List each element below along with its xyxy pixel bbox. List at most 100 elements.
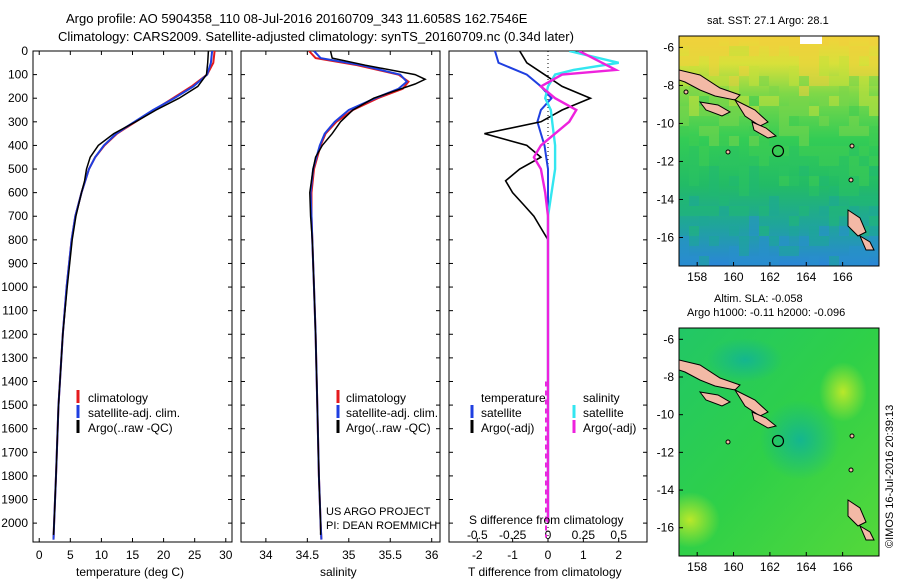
sla-map-title-line1: Altim. SLA: -0.058 [714, 293, 803, 305]
series-line-argo-raw-qc- [52, 51, 210, 535]
sst-pixel [789, 156, 799, 166]
sst-pixel [679, 206, 689, 216]
sst-pixel [759, 226, 769, 236]
sst-pixel [839, 76, 849, 86]
sst-pixel [849, 156, 859, 166]
sst-pixel [839, 86, 849, 96]
sst-pixel [869, 206, 879, 216]
depth-tick-label: 300 [8, 115, 28, 129]
sst-pixel [799, 56, 809, 66]
map-y-tick-label: -14 [657, 192, 675, 206]
sst-pixel [859, 86, 869, 96]
sst-pixel [679, 256, 689, 266]
sst-pixel [769, 196, 779, 206]
map-x-tick-label: 164 [796, 270, 816, 284]
sst-pixel [679, 106, 689, 116]
sst-pixel [819, 226, 829, 236]
sst-pixel [699, 96, 709, 106]
sst-pixel [679, 196, 689, 206]
s-tick-label: 0.25 [572, 528, 596, 542]
sst-pixel [689, 66, 699, 76]
legend-label-satellite: satellite-adj. clim. [346, 406, 438, 420]
sst-pixel [859, 256, 869, 266]
sst-pixel [809, 56, 819, 66]
sst-pixel [729, 106, 739, 116]
sst-pixel [869, 106, 879, 116]
islet [848, 177, 854, 183]
sst-pixel [729, 96, 739, 106]
sst-pixel [729, 146, 739, 156]
temperature-lines [52, 51, 216, 540]
sst-pixel [699, 146, 709, 156]
sst-pixel [729, 176, 739, 186]
depth-tick-label: 200 [8, 91, 28, 105]
legend-label-climatology: climatology [346, 391, 406, 405]
depth-tick-label: 900 [8, 256, 28, 270]
series-line-argo-raw-qc- [309, 51, 427, 535]
sst-pixel [839, 226, 849, 236]
series-line-climatology [308, 51, 410, 540]
sst-pixel [799, 166, 809, 176]
sst-pixel [689, 86, 699, 96]
s-tick-label: -0.5 [467, 528, 488, 542]
sst-pixel [829, 166, 839, 176]
map-x-tick-label: 160 [724, 270, 744, 284]
islet [683, 89, 689, 95]
depth-tick-label: 100 [8, 68, 28, 82]
sst-pixel [869, 126, 879, 136]
sst-pixel [769, 86, 779, 96]
sst-pixel [729, 116, 739, 126]
sst-pixel [719, 76, 729, 86]
map-x-tick-label: 160 [724, 560, 744, 574]
sst-pixel [769, 236, 779, 246]
sst-pixel [689, 156, 699, 166]
sla-map [679, 328, 879, 556]
sst-pixel [849, 116, 859, 126]
sst-pixel [749, 66, 759, 76]
islet [725, 439, 731, 445]
sst-pixel [719, 96, 729, 106]
sst-pixel [769, 146, 779, 156]
sst-pixel [709, 186, 719, 196]
sst-pixel [829, 206, 839, 216]
legend-temperature-title: temperature [481, 391, 546, 405]
x-tick-label: 25 [188, 548, 202, 562]
depth-tick-label: 600 [8, 186, 28, 200]
sst-pixel [819, 156, 829, 166]
x-tick-label: 5 [67, 548, 74, 562]
sst-pixel [859, 156, 869, 166]
sst-pixel [799, 86, 809, 96]
sst-pixel [689, 196, 699, 206]
sst-map [679, 36, 879, 266]
sst-pixel [839, 156, 849, 166]
sst-pixel [839, 126, 849, 136]
sst-pixel [779, 106, 789, 116]
temperature-x-ticks: 0 5 10 15 20 25 30 [33, 50, 233, 562]
sst-pixel [709, 206, 719, 216]
sst-pixel [719, 46, 729, 56]
map-x-tick-label: 162 [760, 560, 780, 574]
legend-label-satellite: satellite-adj. clim. [88, 406, 180, 420]
sst-map-panel: sat. SST: 27.1 Argo: 28.1 158 160 162 164 16… [657, 15, 880, 284]
sst-pixel [749, 186, 759, 196]
sst-pixel [709, 126, 719, 136]
sst-pixel [859, 76, 869, 86]
sst-pixel [729, 206, 739, 216]
sst-pixel [809, 76, 819, 86]
legend-label-s-argo: Argo(-adj) [583, 421, 636, 435]
sst-pixel [839, 66, 849, 76]
salinity-legend: climatology satellite-adj. clim. Argo(..… [336, 390, 438, 435]
sst-pixel [839, 166, 849, 176]
sst-pixel [869, 196, 879, 206]
sst-pixel [869, 36, 879, 46]
temperature-xlabel: temperature (deg C) [76, 565, 184, 579]
island-malakula [858, 234, 875, 251]
sst-pixel [819, 146, 829, 156]
sst-pixel [819, 56, 829, 66]
sst-map-frame [678, 35, 880, 267]
legend-label-t-satellite: satellite [481, 406, 522, 420]
series-line-satellite-adj-clim- [309, 51, 409, 540]
